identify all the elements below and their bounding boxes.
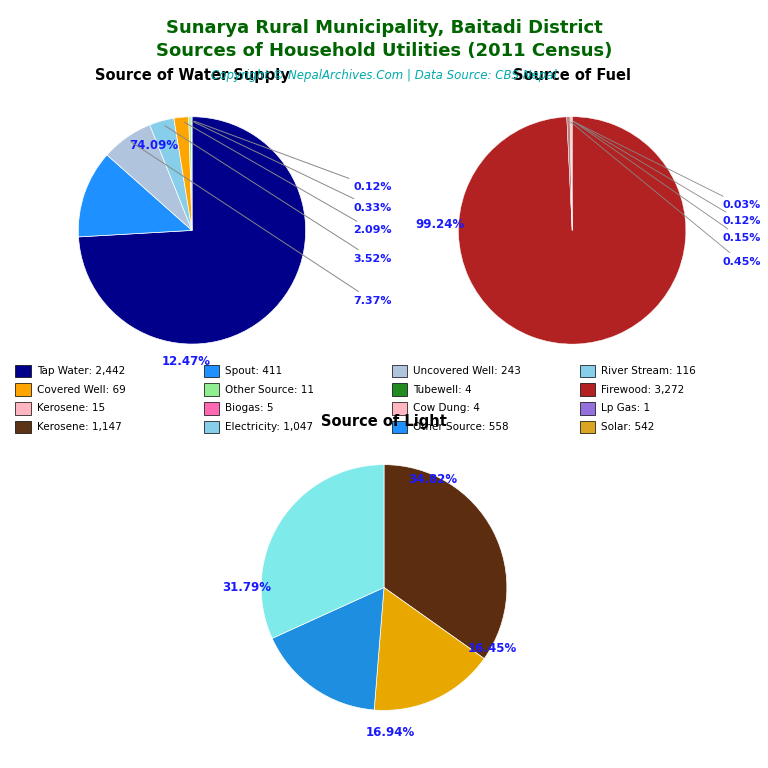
Text: Cow Dung: 4: Cow Dung: 4 [413,403,480,413]
Text: 16.94%: 16.94% [366,726,415,739]
Bar [392,365,407,377]
Wedge shape [189,117,192,230]
Bar [204,421,219,433]
Text: Kerosene: 1,147: Kerosene: 1,147 [37,422,121,432]
Text: Lp Gas: 1: Lp Gas: 1 [601,403,650,413]
Text: 12.47%: 12.47% [162,355,211,368]
Bar [15,402,31,415]
Text: Tap Water: 2,442: Tap Water: 2,442 [37,366,125,376]
Bar [204,383,219,396]
Text: Uncovered Well: 243: Uncovered Well: 243 [413,366,521,376]
Wedge shape [567,117,572,230]
Bar [580,402,595,415]
Wedge shape [261,465,384,638]
Wedge shape [374,588,484,710]
Text: 0.45%: 0.45% [571,122,760,267]
Text: 99.24%: 99.24% [415,218,465,231]
Text: River Stream: 116: River Stream: 116 [601,366,696,376]
Wedge shape [174,117,192,230]
Text: Sunarya Rural Municipality, Baitadi District: Sunarya Rural Municipality, Baitadi Dist… [166,19,602,37]
Bar [392,421,407,433]
Wedge shape [272,588,384,710]
Text: Other Source: 558: Other Source: 558 [413,422,509,432]
Title: Source of Fuel: Source of Fuel [513,68,631,83]
Bar [204,402,219,415]
Text: 0.03%: 0.03% [573,121,760,210]
Text: 31.79%: 31.79% [222,581,271,594]
Bar [204,365,219,377]
Text: 0.33%: 0.33% [193,121,392,213]
Wedge shape [78,155,192,237]
Bar [15,365,31,377]
Text: 0.12%: 0.12% [574,121,760,227]
Wedge shape [384,465,507,659]
Title: Source of Water Supply: Source of Water Supply [94,68,290,83]
Wedge shape [107,125,192,230]
Bar [580,421,595,433]
Bar [15,421,31,433]
Text: Tubewell: 4: Tubewell: 4 [413,385,472,395]
Bar [392,402,407,415]
Text: Solar: 542: Solar: 542 [601,422,654,432]
Wedge shape [191,117,192,230]
Text: 0.12%: 0.12% [194,121,392,192]
Text: 2.09%: 2.09% [184,122,392,236]
Bar [15,383,31,396]
Text: 7.37%: 7.37% [131,142,392,306]
Bar [580,365,595,377]
Wedge shape [458,117,686,344]
Wedge shape [571,117,572,230]
Text: Copyright © NepalArchives.Com | Data Source: CBS Nepal: Copyright © NepalArchives.Com | Data Sou… [211,69,557,82]
Title: Source of Light: Source of Light [321,414,447,429]
Wedge shape [78,117,306,344]
Text: Kerosene: 15: Kerosene: 15 [37,403,105,413]
Wedge shape [570,117,572,230]
Text: Sources of Household Utilities (2011 Census): Sources of Household Utilities (2011 Cen… [156,42,612,60]
Wedge shape [571,117,572,230]
Text: 0.15%: 0.15% [574,122,760,243]
Text: Biogas: 5: Biogas: 5 [225,403,273,413]
Text: 16.45%: 16.45% [468,643,517,655]
Text: Other Source: 11: Other Source: 11 [225,385,314,395]
Bar [392,383,407,396]
Text: Firewood: 3,272: Firewood: 3,272 [601,385,684,395]
Wedge shape [150,118,192,230]
Text: Electricity: 1,047: Electricity: 1,047 [225,422,313,432]
Text: 34.82%: 34.82% [409,473,458,486]
Text: Spout: 411: Spout: 411 [225,366,282,376]
Text: 3.52%: 3.52% [165,126,392,264]
Text: Covered Well: 69: Covered Well: 69 [37,385,126,395]
Text: 74.09%: 74.09% [130,138,179,151]
Bar [580,383,595,396]
